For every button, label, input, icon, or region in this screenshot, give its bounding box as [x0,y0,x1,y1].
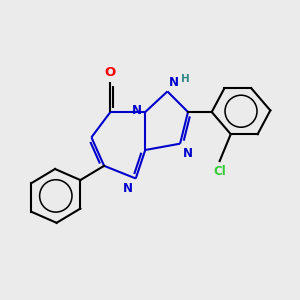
Text: Cl: Cl [213,165,226,178]
Text: H: H [181,74,190,85]
Text: N: N [169,76,179,89]
Text: O: O [105,66,116,80]
Text: N: N [183,147,193,160]
Text: N: N [123,182,133,195]
Text: N: N [131,104,142,117]
